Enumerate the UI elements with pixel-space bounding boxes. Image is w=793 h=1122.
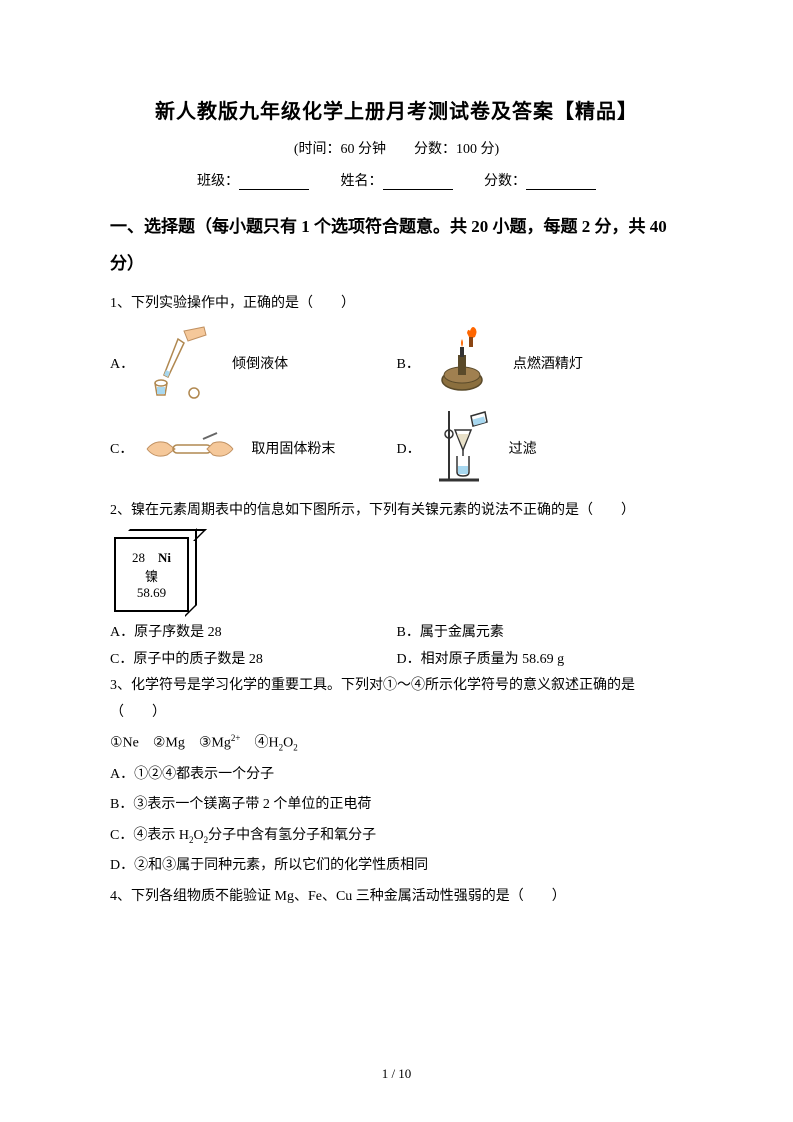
q1-row-cd: C． 取用固体粉末 D． [110,408,683,488]
q2-opt-d: D．相对原子质量为 58.69 g [397,647,684,674]
element-symbol: Ni [158,550,171,565]
element-row1: 28 Ni [132,547,171,566]
opt-c-label: C． [110,438,133,458]
q3-symbols: ①Ne ②Mg ③Mg2+ ④H2O2 [110,730,683,757]
sym3-pre: ③Mg [199,736,231,751]
q3c-post: 分子中含有氢分子和氧分子 [208,828,376,843]
q3-stem: 3、化学符号是学习化学的重要工具。下列对①～④所示化学符号的意义叙述正确的是（ … [110,673,683,726]
element-box: 28 Ni 镍 58.69 [114,537,189,612]
element-num: 28 [132,550,145,565]
q1-stem: 1、下列实验操作中，正确的是（ ） [110,291,683,318]
subtitle-mid: 分数： [386,142,456,157]
score-value: 100 分 [456,142,495,157]
q2-opts-ab: A．原子序数是 28 B．属于金属元素 [110,620,683,647]
q1-opt-b: B． 点燃酒精灯 [397,325,684,400]
subtitle-suffix: ) [495,142,500,157]
opt-c-text: 取用固体粉末 [251,438,335,458]
q1-row-ab: A． 倾倒液体 B． [110,325,683,400]
opt-a-label: A． [110,353,134,373]
element-mass: 58.69 [137,585,166,601]
q4-stem: 4、下列各组物质不能验证 Mg、Fe、Cu 三种金属活动性强弱的是（ ） [110,884,683,911]
q2-opts-cd: C．原子中的质子数是 28 D．相对原子质量为 58.69 g [110,647,683,674]
q1-opt-c: C． 取用固体粉末 [110,421,397,476]
sym4-mid: O [283,736,293,751]
sym4-sub2: 2 [293,743,298,753]
q3-opt-a: A．①②④都表示一个分子 [110,762,683,789]
sym3-sup: 2+ [231,733,241,743]
section-heading: 一、选择题（每小题只有 1 个选项符合题意。共 20 小题，每题 2 分，共 4… [110,208,683,283]
q3-opt-b: B．③表示一个镁离子带 2 个单位的正电荷 [110,792,683,819]
sym1: ①Ne [110,736,139,751]
opt-b-label: B． [397,353,420,373]
score-blank [526,176,596,190]
q2-stem: 2、镍在元素周期表中的信息如下图所示，下列有关镍元素的说法不正确的是（ ） [110,498,683,525]
q3c-pre: C．④表示 H [110,828,189,843]
filter-icon [433,408,493,488]
q1-opt-a: A． 倾倒液体 [110,325,397,400]
time-value: 60 分钟 [341,142,387,157]
score-label: 分数： [484,174,526,189]
q3c-mid: O [193,828,203,843]
q2-opt-c: C．原子中的质子数是 28 [110,647,397,674]
q1-opt-d: D． 过滤 [397,408,684,488]
opt-b-text: 点燃酒精灯 [513,353,583,373]
doc-title: 新人教版九年级化学上册月考测试卷及答案【精品】 [110,95,683,124]
info-line: 班级： 姓名： 分数： [110,170,683,190]
element-name: 镍 [145,566,158,585]
doc-subtitle: (时间：60 分钟 分数：100 分) [110,138,683,158]
class-label: 班级： [197,174,239,189]
q3-opt-d: D．②和③属于同种元素，所以它们的化学性质相同 [110,853,683,880]
pour-liquid-icon [146,325,216,400]
light-lamp-icon [432,325,497,400]
q2-opt-b: B．属于金属元素 [397,620,684,647]
take-powder-icon [145,421,235,476]
name-label: 姓名： [341,174,383,189]
page-number: 1 / 10 [0,1066,793,1082]
sym4-pre: ④H [254,736,278,751]
class-blank [239,176,309,190]
q3-opt-c: C．④表示 H2O2分子中含有氢分子和氧分子 [110,823,683,850]
name-blank [383,176,453,190]
q2-opt-a: A．原子序数是 28 [110,620,397,647]
subtitle-prefix: (时间： [294,142,341,157]
sym2: ②Mg [153,736,185,751]
opt-d-text: 过滤 [509,438,537,458]
opt-a-text: 倾倒液体 [232,353,288,373]
opt-d-label: D． [397,438,421,458]
